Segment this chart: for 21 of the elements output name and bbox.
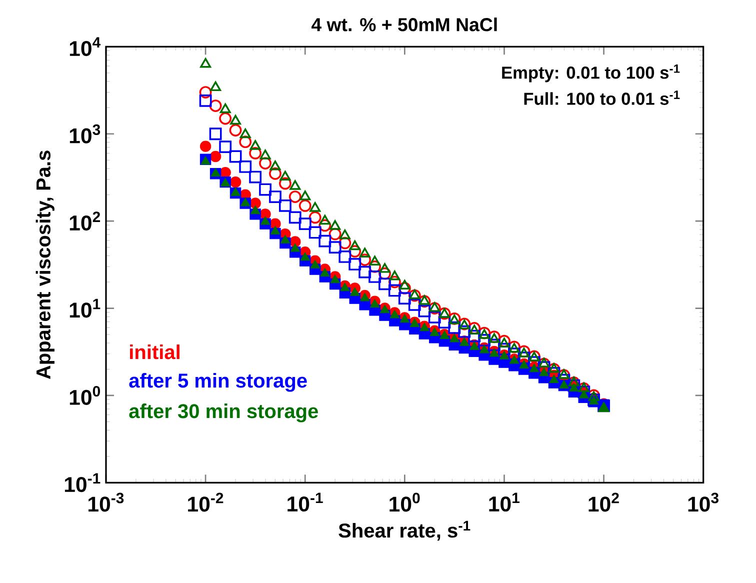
x-tick-label: 10$^{-1}$ xyxy=(288,492,323,512)
y-tick-label: 10$^{3}$ xyxy=(70,124,100,144)
chart-title: 4 wt. % + 50mM NaCl xyxy=(312,18,497,32)
y-tick-label: 10$^{-1}$ xyxy=(64,473,100,492)
text: after 5 min storage xyxy=(129,373,307,392)
annotation: Empty: 0.01 to 100 s$^{-1}$ xyxy=(502,64,680,82)
x-tick-label: 10$^{-3}$ xyxy=(88,492,124,512)
y-tick-label: 10$^{0}$ xyxy=(70,386,100,406)
text: after 30 min storage xyxy=(129,404,318,422)
y-tick-label: 10$^{2}$ xyxy=(70,212,100,231)
text: initial xyxy=(130,344,180,360)
y-axis-title: Apparent viscosity, Pa.s xyxy=(36,150,54,380)
x-tick-label: 10$^{1}$ xyxy=(489,492,520,512)
x-tick-label: 10$^{-2}$ xyxy=(188,492,224,512)
annotation: Full: 100 to 0.01 s$^{-1}$ xyxy=(524,90,680,106)
x-axis-title: Shear rate, s$^{-1}$ xyxy=(338,521,470,541)
x-tick-label: 10$^{0}$ xyxy=(390,492,420,512)
y-tick-label: 10$^{4}$ xyxy=(70,37,101,56)
x-tick-label: 10$^{3}$ xyxy=(688,492,718,512)
y-tick-label: 10$^{1}$ xyxy=(70,299,100,318)
x-tick-label: 10$^{2}$ xyxy=(588,492,619,512)
